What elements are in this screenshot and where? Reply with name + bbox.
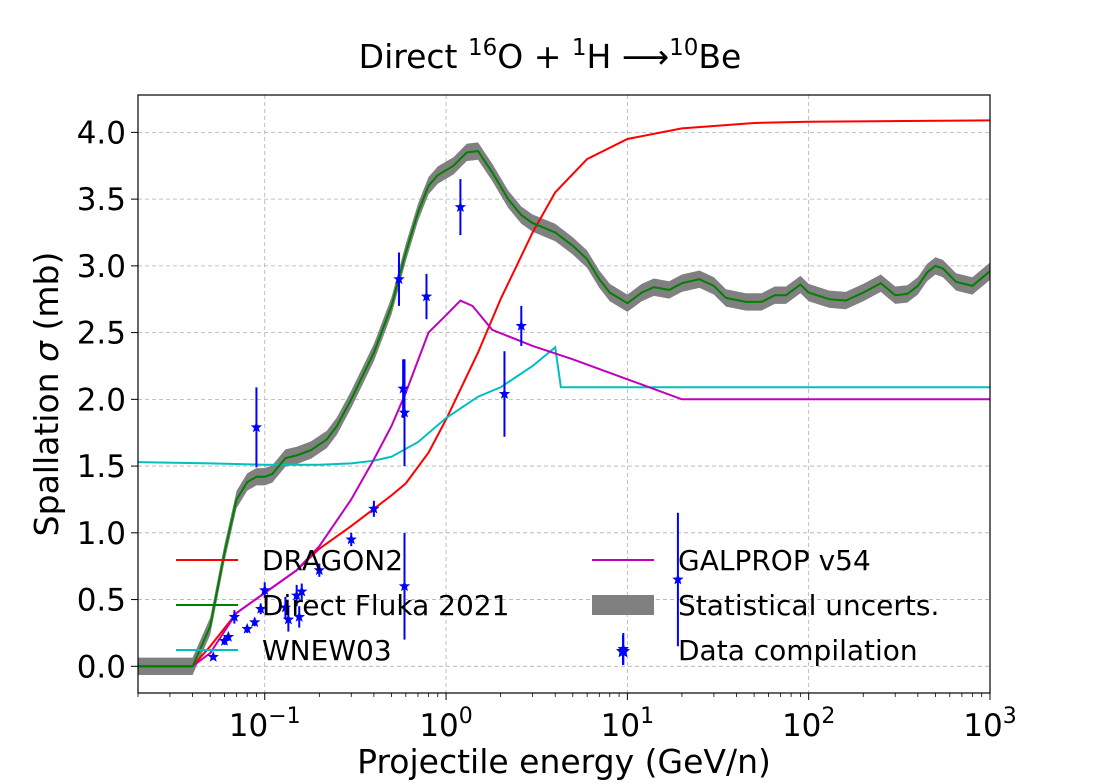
- plot-frame: [137, 94, 991, 694]
- data-point: [397, 382, 409, 394]
- y-tick-label: 1.0: [77, 516, 126, 552]
- data-point: [313, 564, 325, 576]
- legend-label-galprop: GALPROP v54: [678, 544, 871, 577]
- data-point: [291, 589, 303, 601]
- data-point: [296, 585, 308, 597]
- legend-label-uncertainty: Statistical uncerts.: [678, 589, 939, 622]
- y-tick-label: 1.5: [77, 449, 126, 485]
- data-point: [228, 610, 241, 622]
- x-tick-label: 102: [782, 704, 835, 744]
- plot-area: [137, 119, 991, 675]
- y-tick-label: 2.0: [77, 382, 126, 418]
- data-point: [420, 290, 433, 302]
- data-point: [345, 533, 357, 545]
- series-line-direct-fluka-2021: [138, 150, 991, 668]
- data-point: [259, 584, 271, 596]
- legend-label-wnew03: WNEW03: [262, 634, 392, 667]
- data-point: [255, 602, 267, 614]
- axis-ticks: 0.0 0.5 1.0 1.5 2.0 2.5 3.0 3.5 4.0 10−1 100 101 102…: [77, 115, 1017, 744]
- data-point: [368, 502, 380, 514]
- data-point: [279, 601, 292, 613]
- legend-label-fluka: Direct Fluka 2021: [262, 589, 509, 622]
- data-point: [454, 201, 467, 212]
- data-point: [498, 388, 511, 399]
- series-line-wnew03: [137, 345, 990, 466]
- x-tick-label: 101: [601, 704, 654, 744]
- y-tick-label: 0.5: [77, 583, 126, 619]
- data-point: [393, 273, 405, 285]
- data-point: [398, 406, 411, 418]
- y-tick-label: 4.0: [77, 115, 126, 151]
- legend-label-data: Data compilation: [678, 634, 918, 667]
- x-tick-label: 100: [419, 704, 472, 744]
- y-tick-label: 2.5: [77, 316, 126, 352]
- data-point: [672, 573, 684, 585]
- data-point: [249, 616, 261, 628]
- data-point: [218, 634, 231, 646]
- legend-label-dragon2: DRAGON2: [262, 544, 403, 577]
- x-axis-label: Projectile energy (GeV/n): [357, 742, 771, 780]
- data-point: [222, 630, 235, 642]
- data-point: [282, 613, 295, 625]
- x-tick-label: 103: [963, 704, 1016, 744]
- data-point: [241, 622, 253, 634]
- data-point: [250, 421, 263, 433]
- legend-swatch-data-star: [616, 644, 630, 658]
- chart-title: Direct 16O + 1H ⟶10Be: [359, 35, 742, 76]
- legend: DRAGON2 Direct Fluka 2021 WNEW03 GALPROP…: [176, 544, 939, 667]
- x-tick-label: 10−1: [229, 704, 301, 744]
- legend-swatch-uncertainty: [592, 595, 654, 615]
- data-point: [207, 651, 219, 662]
- y-tick-label: 3.5: [77, 182, 126, 218]
- y-axis-label: Spallation σ (mb): [27, 252, 66, 537]
- data-point: [398, 580, 411, 592]
- data-point: [515, 319, 527, 331]
- y-tick-label: 3.0: [77, 249, 126, 285]
- y-tick-label: 0.0: [77, 649, 126, 685]
- data-point: [293, 610, 305, 622]
